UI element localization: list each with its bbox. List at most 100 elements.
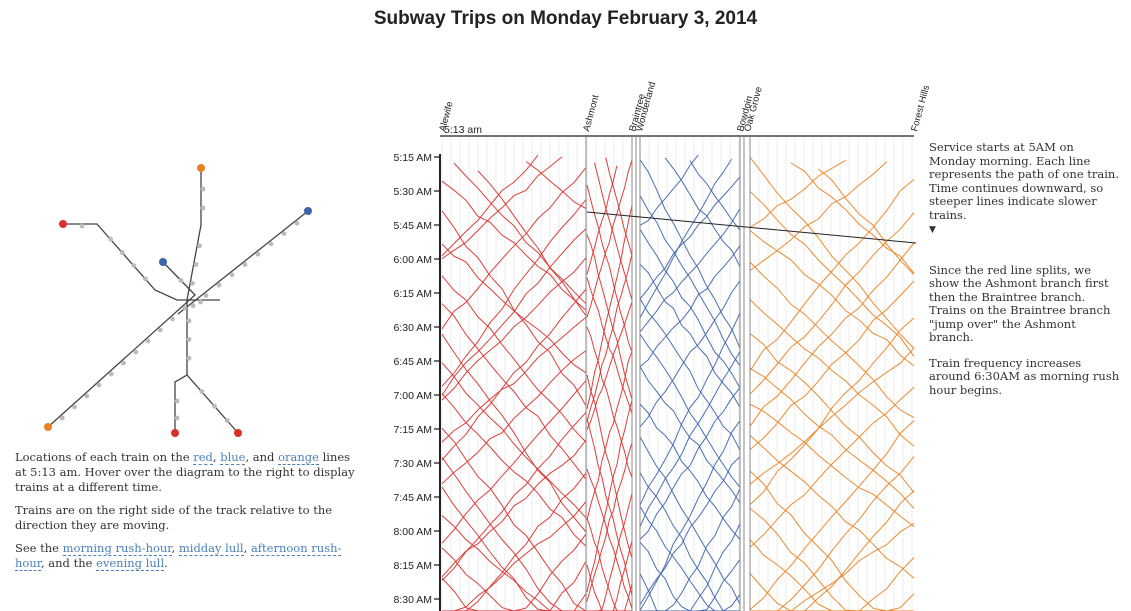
train-trip [587, 583, 633, 611]
map-train-dot [203, 293, 209, 298]
train-trip [750, 490, 915, 611]
map-train-dot [229, 272, 235, 278]
train-trip [639, 208, 741, 333]
map-train-dot [72, 404, 77, 410]
train-trip [639, 298, 741, 451]
map-train-dot [268, 241, 274, 247]
map-train-dot [193, 262, 199, 267]
train-trip [441, 515, 586, 611]
train-trip [587, 493, 633, 611]
train-trip [639, 228, 741, 389]
train-trip [639, 403, 741, 540]
y-tick-label: 5:30 AM [393, 186, 432, 198]
train-trip [640, 594, 741, 611]
train-trip [749, 317, 915, 505]
page-title: Subway Trips on Monday February 3, 2014 [373, 8, 758, 29]
afternoon-rush-link[interactable]: afternoon rush-hour [15, 541, 342, 571]
train-trip [587, 540, 633, 611]
midday-lull-link[interactable]: midday lull [178, 541, 244, 556]
train-trip [442, 560, 587, 611]
map-train-dot [108, 371, 114, 377]
train-trip [639, 159, 741, 349]
map-train-dot [157, 327, 163, 333]
red-line-link[interactable]: red [193, 450, 213, 465]
train-trip [749, 230, 915, 367]
train-trip [749, 470, 914, 611]
train-trip [749, 367, 915, 509]
train-trip [639, 154, 699, 226]
y-tick-label: 5:15 AM [393, 152, 432, 164]
map-train-dot [174, 398, 180, 404]
train-trip [586, 469, 633, 609]
morning-rush-link[interactable]: morning rush-hour [62, 541, 172, 556]
train-trip [639, 436, 741, 605]
train-trip [640, 488, 741, 611]
train-trip [441, 350, 587, 485]
blue-panel-trips [639, 154, 741, 611]
map-train-dot [186, 337, 192, 342]
marey-chart[interactable]: 5:13 am 5:15 AM 5:30 AM 5:45 AM 6:00 AM 6:15 … [370, 70, 930, 611]
map-train-dot [190, 303, 196, 309]
train-trip [441, 577, 586, 611]
map-train-dot [199, 389, 205, 394]
train-trip [441, 154, 539, 257]
train-trip [749, 386, 915, 548]
map-train-dot [197, 243, 202, 249]
train-trip [639, 176, 741, 300]
map-train-dot [121, 360, 126, 366]
train-trip [586, 301, 633, 430]
map-train-dot [212, 403, 217, 409]
train-trip [441, 428, 587, 611]
train-trip [749, 212, 915, 395]
train-trip [749, 242, 915, 427]
y-tick-label: 6:45 AM [393, 356, 432, 368]
train-trip [790, 162, 915, 274]
map-train-dot [145, 338, 151, 344]
train-trip [750, 456, 915, 611]
train-trip [749, 261, 915, 419]
train-trip [441, 303, 587, 480]
train-trip [477, 170, 587, 317]
map-train-dot [84, 393, 90, 399]
map-train-dot [182, 305, 188, 311]
train-trip [689, 160, 741, 231]
time-links: See the morning rush-hour, midday lull, … [15, 541, 342, 571]
train-trip [749, 435, 915, 579]
map-track [186, 374, 239, 434]
y-tick-label: 6:30 AM [393, 322, 432, 334]
annotations: Service starts at 5AM on Monday morning.… [929, 140, 1121, 409]
train-trip [441, 156, 563, 260]
train-trip [586, 165, 618, 275]
train-trip [749, 420, 915, 610]
train-trip [639, 472, 740, 611]
train-trip [639, 263, 741, 408]
caret-down-icon[interactable]: ▼ [929, 225, 936, 235]
train-trip [441, 228, 587, 396]
map-train-dot [178, 278, 184, 283]
train-trip [749, 179, 915, 372]
map-train-dot [96, 382, 102, 388]
y-tick-label: 7:15 AM [393, 424, 432, 436]
map-train-dot [198, 299, 203, 305]
train-trip [586, 418, 633, 596]
train-trip [639, 245, 741, 368]
train-trip [639, 541, 740, 611]
note-frequency: Train frequency increases around 6:30AM … [929, 355, 1120, 397]
train-trip [586, 442, 633, 602]
map-train-dot [216, 282, 222, 288]
note-red-split: Since the red line splits, we show the A… [929, 262, 1111, 344]
note-service-start: Service starts at 5AM on Monday morning.… [929, 140, 1119, 222]
train-trip [749, 347, 915, 485]
train-trip [586, 205, 633, 410]
blue-line-link[interactable]: blue [220, 450, 246, 465]
map-description: Locations of each train on the red, blue… [15, 450, 355, 494]
map-train-dot [133, 349, 139, 355]
map-terminal-red [59, 220, 67, 228]
current-time-label: 5:13 am [444, 124, 482, 136]
map-train-dot [281, 231, 287, 236]
train-trip [639, 158, 733, 319]
evening-lull-link[interactable]: evening lull [96, 556, 165, 571]
orange-line-link[interactable]: orange [278, 450, 319, 465]
map-terminal-red [171, 429, 179, 437]
subway-map[interactable] [30, 150, 330, 450]
